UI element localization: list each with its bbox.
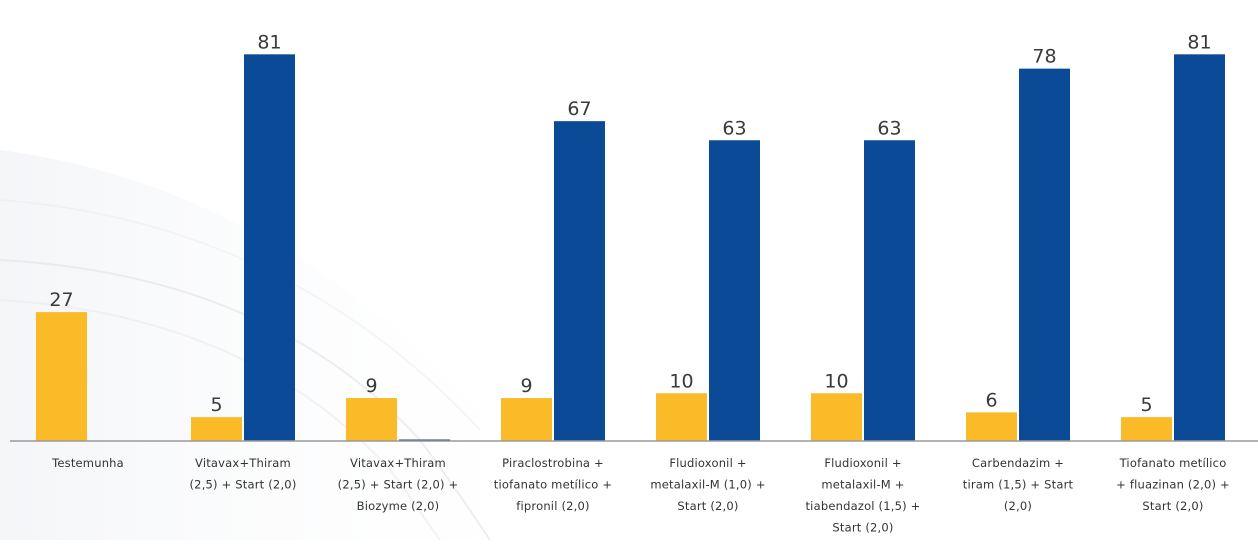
data-label-series2-cat2: 81 xyxy=(257,31,281,53)
category-label-line: Vitavax+Thiram xyxy=(195,456,291,470)
bar-series1-cat5 xyxy=(656,393,707,441)
category-label-line: Fludioxonil + xyxy=(824,456,901,470)
data-label-series1-cat2: 5 xyxy=(210,394,222,416)
category-label-5: Fludioxonil + metalaxil-M (1,0) + Start (2… xyxy=(650,456,765,513)
data-label-series2-cat5: 63 xyxy=(722,117,746,139)
category-label-line: tiram (1,5) + Start xyxy=(963,478,1074,492)
bar-series2-cat8 xyxy=(1174,54,1225,441)
data-label-series1-cat6: 10 xyxy=(824,370,848,392)
data-label-series1-cat5: 10 xyxy=(669,370,693,392)
category-label-line: Testemunha xyxy=(51,456,124,470)
category-label-3: Vitavax+Thiram (2,5) + Start (2,0) + Biozy… xyxy=(338,456,459,513)
category-label-line: metalaxil-M + xyxy=(821,478,904,492)
category-label-line: Start (2,0) xyxy=(677,499,738,513)
category-label-line: tiabendazol (1,5) + xyxy=(805,499,920,513)
category-label-4: Piraclostrobina + tiofanato metílico + fip… xyxy=(494,456,612,513)
category-label-6: Fludioxonil + metalaxil-M + tiabendazol (1… xyxy=(805,456,920,535)
category-label-line: (2,5) + Start (2,0) + xyxy=(338,478,459,492)
category-label-line: Start (2,0) xyxy=(1142,499,1203,513)
data-label-series2-cat8: 81 xyxy=(1187,31,1211,53)
bar-series2-cat4 xyxy=(554,121,605,442)
data-label-series1-cat7: 6 xyxy=(985,389,997,411)
bar-series1-cat1 xyxy=(36,312,87,441)
category-label-line: (2,0) xyxy=(1004,499,1032,513)
category-label-2: Vitavax+Thiram (2,5) + Start (2,0) xyxy=(189,456,296,492)
data-label-series1-cat1: 27 xyxy=(49,289,73,311)
bar-series2-cat7 xyxy=(1019,68,1070,442)
bar-series1-cat7 xyxy=(966,412,1017,441)
category-label-line: + fluazinan (2,0) + xyxy=(1116,478,1230,492)
data-label-series1-cat3: 9 xyxy=(365,375,377,397)
data-label-series2-cat6: 63 xyxy=(877,117,901,139)
bar-series1-cat3 xyxy=(346,398,397,441)
category-label-8: Tiofanato metílico + fluazinan (2,0) + Sta… xyxy=(1116,456,1230,513)
category-label-line: Start (2,0) xyxy=(832,521,893,535)
bar-series2-cat6 xyxy=(864,140,915,441)
category-label-line: metalaxil-M (1,0) + xyxy=(650,478,765,492)
bar-series2-cat5 xyxy=(709,140,760,441)
category-label-line: Tiofanato metílico xyxy=(1119,456,1227,470)
bar-series1-cat8 xyxy=(1121,417,1172,441)
bar-series1-cat6 xyxy=(811,393,862,441)
labels-layer: 27 Testemunha 5 81 Vitavax+Thiram (2,5) + Sta… xyxy=(49,31,1229,534)
category-label-line: fipronil (2,0) xyxy=(516,499,589,513)
category-label-line: Biozyme (2,0) xyxy=(357,499,440,513)
category-label-line: (2,5) + Start (2,0) xyxy=(189,478,296,492)
category-label-7: Carbendazim + tiram (1,5) + Start (2,0) xyxy=(963,456,1074,513)
category-label-line: Piraclostrobina + xyxy=(502,456,604,470)
bar-series2-cat2 xyxy=(244,54,295,441)
data-label-series1-cat8: 5 xyxy=(1140,394,1152,416)
category-label-line: tiofanato metílico + xyxy=(494,478,612,492)
bar-series1-cat4 xyxy=(501,398,552,441)
category-label-1: Testemunha xyxy=(51,456,124,470)
background-swoosh xyxy=(0,150,600,541)
category-label-line: Fludioxonil + xyxy=(669,456,746,470)
data-label-series1-cat4: 9 xyxy=(520,375,532,397)
category-label-line: Vitavax+Thiram xyxy=(350,456,446,470)
bar-series1-cat2 xyxy=(191,417,242,441)
data-label-series2-cat7: 78 xyxy=(1032,46,1056,68)
bars-layer xyxy=(36,54,1225,442)
category-label-line: Carbendazim + xyxy=(972,456,1064,470)
data-label-series2-cat4: 67 xyxy=(567,98,591,120)
